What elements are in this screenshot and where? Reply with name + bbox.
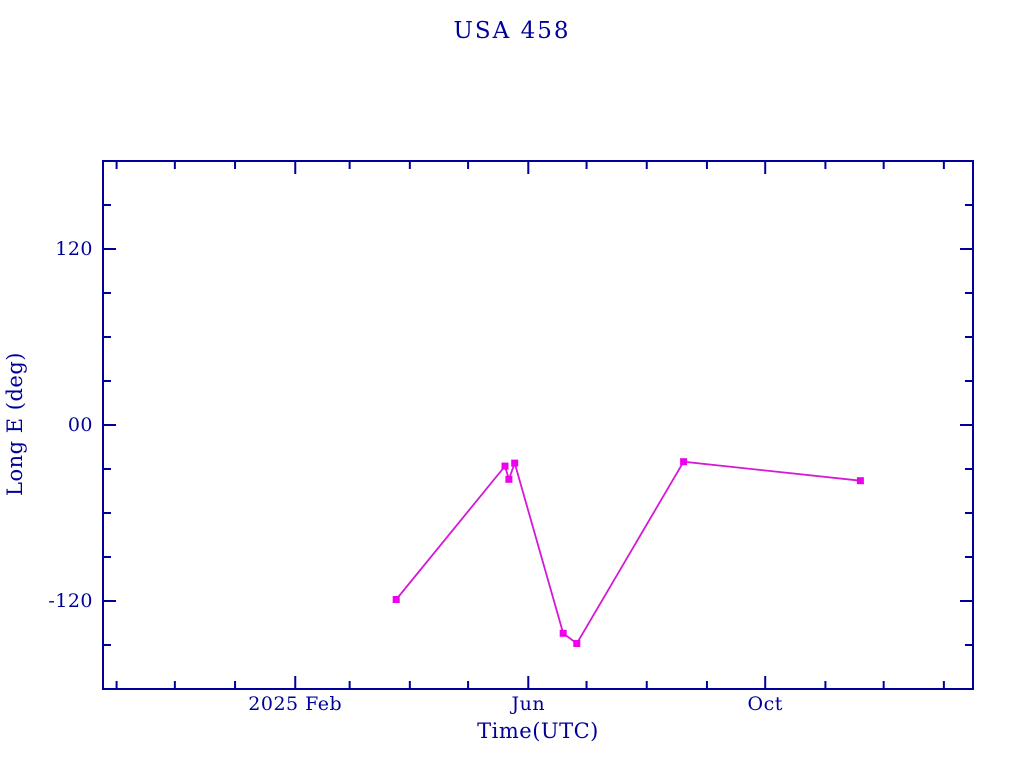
x-tick-label: 2025 Feb [248,693,342,715]
x-tick-label: Oct [748,693,783,715]
y-tick-label: 120 [55,238,93,260]
data-point-marker [856,477,864,485]
data-point-marker [501,462,509,470]
data-line [395,460,861,645]
data-point-marker [680,458,688,466]
y-tick-label: 00 [68,414,93,436]
y-tick-label: -120 [48,590,93,612]
data-point-marker [505,475,513,483]
chart-title: USA 458 [453,18,571,44]
data-point-marker [573,640,581,647]
data-point-marker [392,596,400,603]
x-tick-label: Jun [509,693,545,715]
x-axis-label: Time(UTC) [477,719,599,743]
data-point-marker [559,629,567,637]
data-point-marker [511,459,519,467]
plot-border [102,160,974,690]
